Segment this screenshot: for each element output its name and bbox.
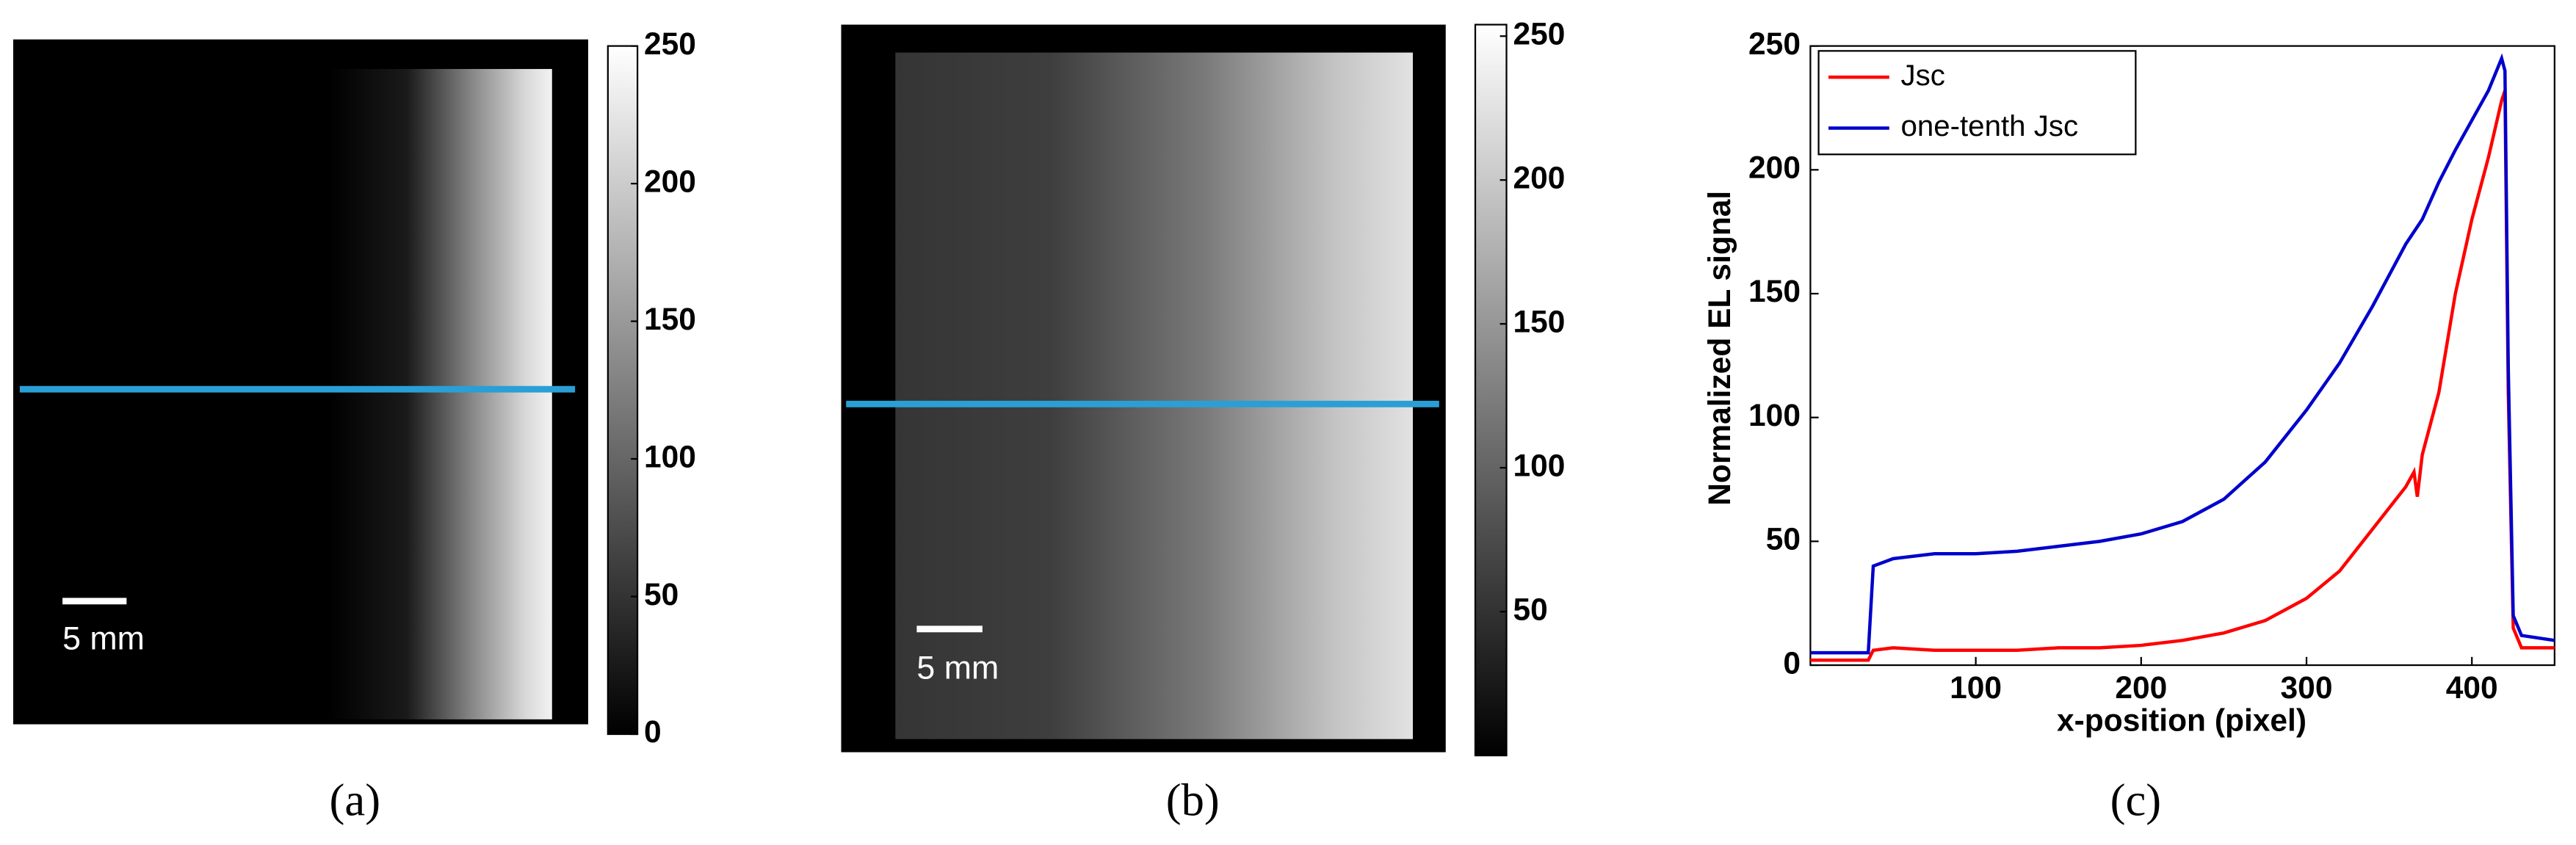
colorbar-tick-label: 100 [1513,449,1565,483]
y-tick-label: 100 [1748,399,1801,433]
colorbar-tick-label: 200 [1513,161,1565,195]
colorbar-tick-label: 250 [1513,17,1565,51]
colorbar-tick-label: 250 [644,27,696,62]
scale-bar-label: 5 mm [916,650,999,686]
x-tick-label: 100 [1950,671,2002,706]
x-tick-label: 300 [2281,671,2333,706]
colorbar-tick-label: 50 [1513,592,1547,627]
legend [1817,50,2137,156]
series-line [1810,53,2555,655]
panel-label: (b) [1166,775,1220,826]
colorbar-tick-label: 50 [644,578,679,612]
legend-label: Jsc [1900,59,1944,92]
x-axis-label: x-position (pixel) [2057,704,2307,739]
legend-label: one-tenth Jsc [1900,109,2078,142]
y-tick-label: 150 [1748,275,1801,309]
cell-region [328,68,552,719]
panel-label: (c) [2110,775,2162,826]
colorbar [607,45,639,736]
cell-region [895,52,1414,739]
y-tick-label: 250 [1748,27,1801,62]
y-axis-label: Normalized EL signal [1703,191,1737,506]
y-tick-label: 200 [1748,151,1801,186]
colorbar-tick-label: 150 [1513,305,1565,339]
colorbar-tick-label: 0 [644,715,662,750]
scale-bar-label: 5 mm [62,620,145,656]
panel-label: (a) [330,775,381,826]
x-tick-label: 400 [2446,671,2498,706]
colorbar-tick-label: 200 [644,164,696,199]
colorbar [1474,23,1508,757]
colorbar-tick-label: 150 [644,302,696,337]
series-line [1810,90,2555,662]
x-tick-label: 200 [2115,671,2167,706]
y-tick-label: 50 [1766,523,1801,557]
colorbar-tick-label: 100 [644,440,696,474]
y-tick-label: 0 [1783,646,1801,681]
